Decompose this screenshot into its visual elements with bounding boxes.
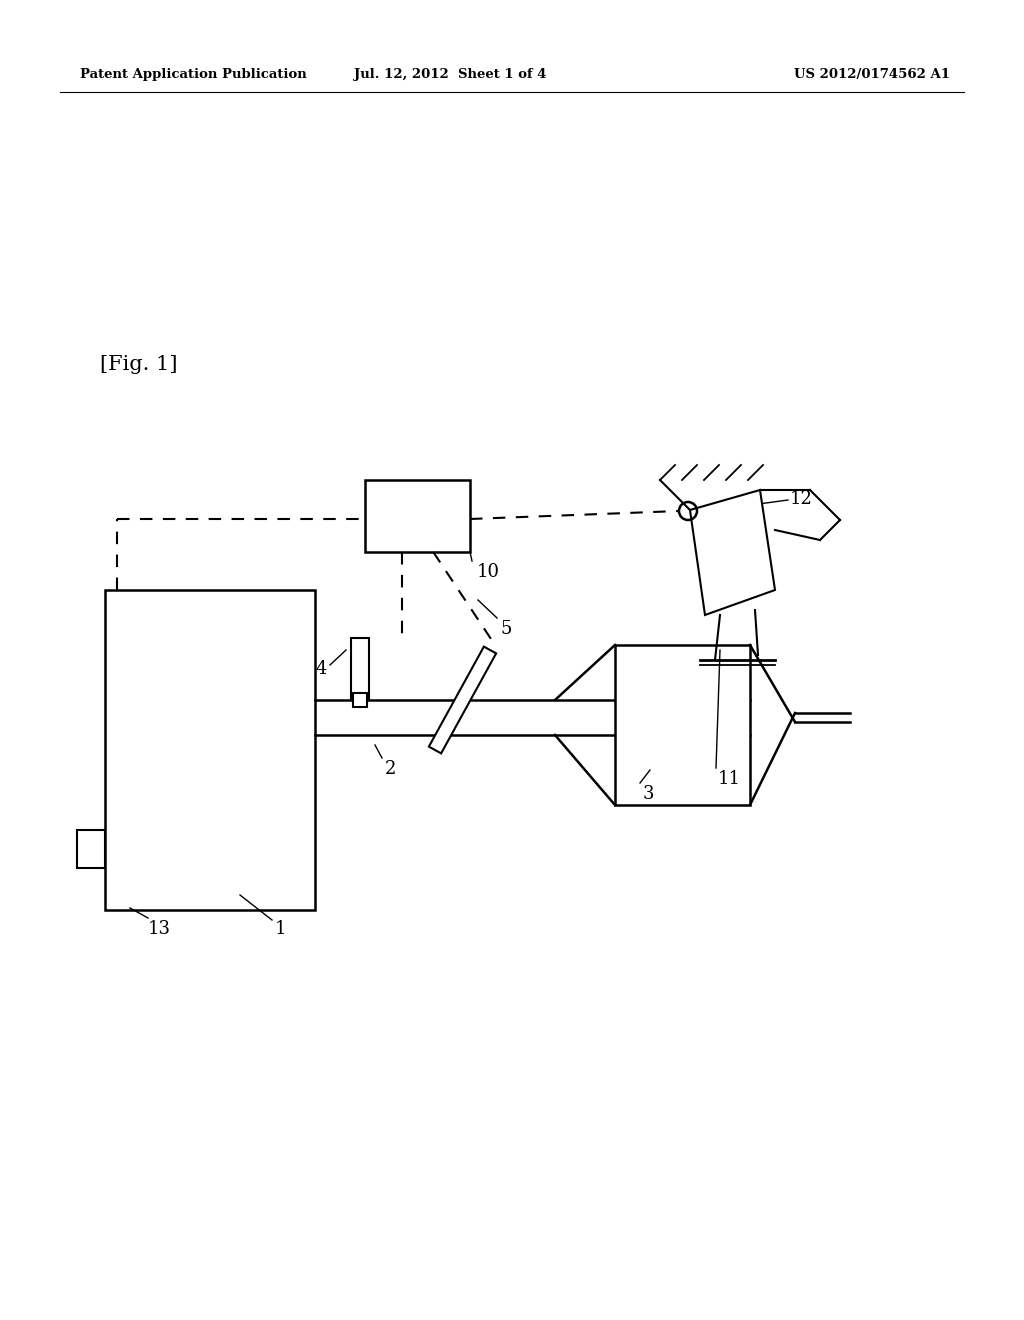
Bar xyxy=(351,638,369,700)
Bar xyxy=(615,645,750,805)
Text: 3: 3 xyxy=(643,785,654,803)
Text: 12: 12 xyxy=(790,490,813,508)
Bar xyxy=(105,590,315,909)
Text: 5: 5 xyxy=(500,620,511,638)
Text: 10: 10 xyxy=(477,564,500,581)
Text: 4: 4 xyxy=(315,660,327,678)
Bar xyxy=(353,693,367,708)
Text: 2: 2 xyxy=(385,760,396,777)
Text: 13: 13 xyxy=(148,920,171,939)
Text: [Fig. 1]: [Fig. 1] xyxy=(100,355,177,374)
Polygon shape xyxy=(690,490,775,615)
Bar xyxy=(365,480,470,552)
Text: 1: 1 xyxy=(275,920,287,939)
Text: Jul. 12, 2012  Sheet 1 of 4: Jul. 12, 2012 Sheet 1 of 4 xyxy=(353,69,546,81)
Text: Patent Application Publication: Patent Application Publication xyxy=(80,69,307,81)
Bar xyxy=(77,830,105,869)
Text: 11: 11 xyxy=(718,770,741,788)
Polygon shape xyxy=(429,647,497,754)
Text: US 2012/0174562 A1: US 2012/0174562 A1 xyxy=(794,69,950,81)
